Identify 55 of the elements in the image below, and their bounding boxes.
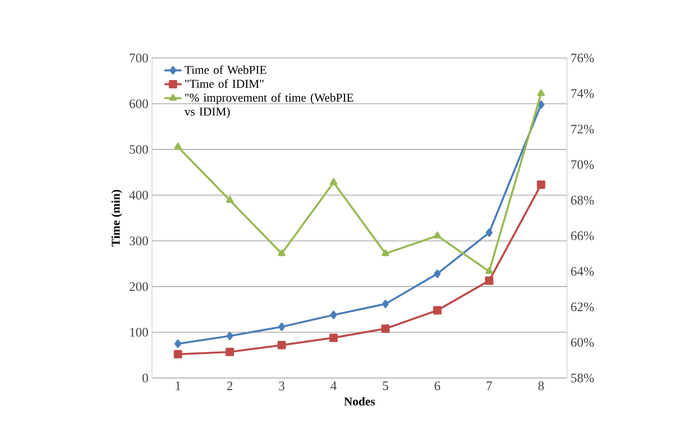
y2-tick-label: 76% xyxy=(571,54,594,62)
point xyxy=(226,348,234,356)
point xyxy=(278,340,286,350)
y2-tick-label: 74% xyxy=(571,89,594,98)
point xyxy=(226,196,234,203)
point xyxy=(330,178,338,186)
x-tick-label: 1 xyxy=(176,382,180,390)
point xyxy=(485,267,493,274)
point xyxy=(433,306,442,315)
x-tick-label: 5 xyxy=(382,382,388,390)
point xyxy=(174,340,182,348)
y2-tick-label: 70% xyxy=(571,160,594,170)
point xyxy=(278,322,286,331)
point xyxy=(538,100,544,109)
y-tick-label: 700 xyxy=(130,54,148,62)
y-axis-title: Time (min) xyxy=(111,190,122,246)
y-tick-label: 200 xyxy=(130,282,148,291)
y2-tick-label: 60% xyxy=(571,338,594,347)
y2-tick-label: 62% xyxy=(571,302,594,312)
point xyxy=(174,350,182,358)
point xyxy=(174,142,182,150)
y2-tick-label: 58% xyxy=(571,374,594,382)
point xyxy=(485,276,494,285)
point xyxy=(330,310,337,320)
y-tick-label: 500 xyxy=(130,145,148,154)
point xyxy=(381,324,390,333)
point xyxy=(226,332,234,340)
point xyxy=(434,270,441,278)
y-tick-label: 0 xyxy=(142,374,148,382)
y2-tick-label: 64% xyxy=(571,266,594,276)
y2-tick-label: 68% xyxy=(571,196,594,205)
point xyxy=(536,180,546,189)
y-tick-label: 300 xyxy=(130,236,148,246)
y-tick-label: 100 xyxy=(130,328,148,337)
y2-tick-label: 72% xyxy=(571,124,594,134)
point xyxy=(278,249,286,256)
legend-label: Time of WebPIE xyxy=(184,65,266,74)
point xyxy=(382,300,389,308)
y-tick-label: 600 xyxy=(130,99,148,108)
legend-label: "% improvement of time (WebPIE vs IDIM) xyxy=(184,93,354,118)
point xyxy=(486,228,493,237)
x-tick-label: 4 xyxy=(330,382,337,390)
point xyxy=(537,89,545,96)
point xyxy=(329,334,338,342)
x-tick-label: 6 xyxy=(434,382,440,390)
x-tick-label: 3 xyxy=(279,382,284,390)
x-tick-label: 2 xyxy=(227,382,232,390)
x-tick-label: 7 xyxy=(486,382,492,390)
x-axis-title: Nodes xyxy=(344,397,375,406)
x-tick-label: 8 xyxy=(538,382,544,390)
point xyxy=(434,232,442,238)
y2-tick-label: 66% xyxy=(571,231,594,240)
point xyxy=(382,249,390,256)
legend-label: "Time of IDIM" xyxy=(185,79,264,88)
y-tick-label: 400 xyxy=(129,190,148,200)
